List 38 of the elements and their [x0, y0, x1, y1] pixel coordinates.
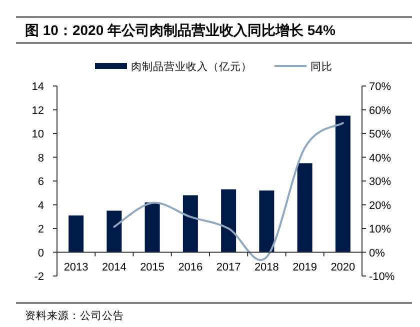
- y2-tick-label: 20%: [369, 200, 392, 212]
- y2-tick-label: 30%: [369, 176, 392, 188]
- x-tick-label: 2015: [140, 261, 165, 274]
- y2-tick-label: 40%: [369, 152, 392, 164]
- bar: [297, 163, 312, 252]
- x-tick-label: 2017: [216, 261, 241, 274]
- bar: [259, 190, 274, 252]
- x-tick-label: 2014: [102, 261, 126, 274]
- y-tick-label: 12: [32, 104, 44, 117]
- y-tick-label: 8: [38, 152, 44, 164]
- y2-tick-label: 10%: [369, 224, 392, 236]
- y2-tick-label: -10%: [369, 271, 395, 283]
- chart-title: 图 10：2020 年公司肉制品营业收入同比增长 54%: [25, 22, 336, 38]
- legend-label: 同比: [310, 60, 332, 73]
- y-tick-label: 14: [32, 81, 44, 93]
- x-tick-label: 2018: [254, 261, 279, 274]
- x-tick-label: 2013: [64, 261, 88, 274]
- y2-tick-label: 60%: [369, 104, 392, 117]
- y-tick-label: -2: [34, 271, 44, 283]
- bar: [144, 202, 160, 252]
- y2-tick-label: 70%: [369, 81, 392, 93]
- x-tick-label: 2020: [330, 261, 356, 274]
- y-tick-label: 0: [38, 247, 44, 260]
- y-tick-label: 4: [38, 200, 44, 212]
- y-tick-label: 10: [32, 128, 44, 140]
- legend-label: 肉制品营业收入（亿元）: [131, 60, 252, 73]
- y-tick-label: 2: [38, 224, 44, 236]
- bar: [182, 195, 198, 252]
- bar: [335, 116, 350, 252]
- bar: [68, 215, 84, 252]
- x-tick-label: 2019: [292, 261, 318, 274]
- x-tick-label: 2016: [178, 261, 203, 274]
- bar: [106, 210, 122, 252]
- bar: [221, 189, 236, 252]
- text: 资料来源：公司公告: [25, 309, 124, 322]
- y2-tick-label: 50%: [369, 128, 392, 140]
- y2-tick-label: 0%: [369, 247, 386, 260]
- y-tick-label: 6: [38, 176, 44, 188]
